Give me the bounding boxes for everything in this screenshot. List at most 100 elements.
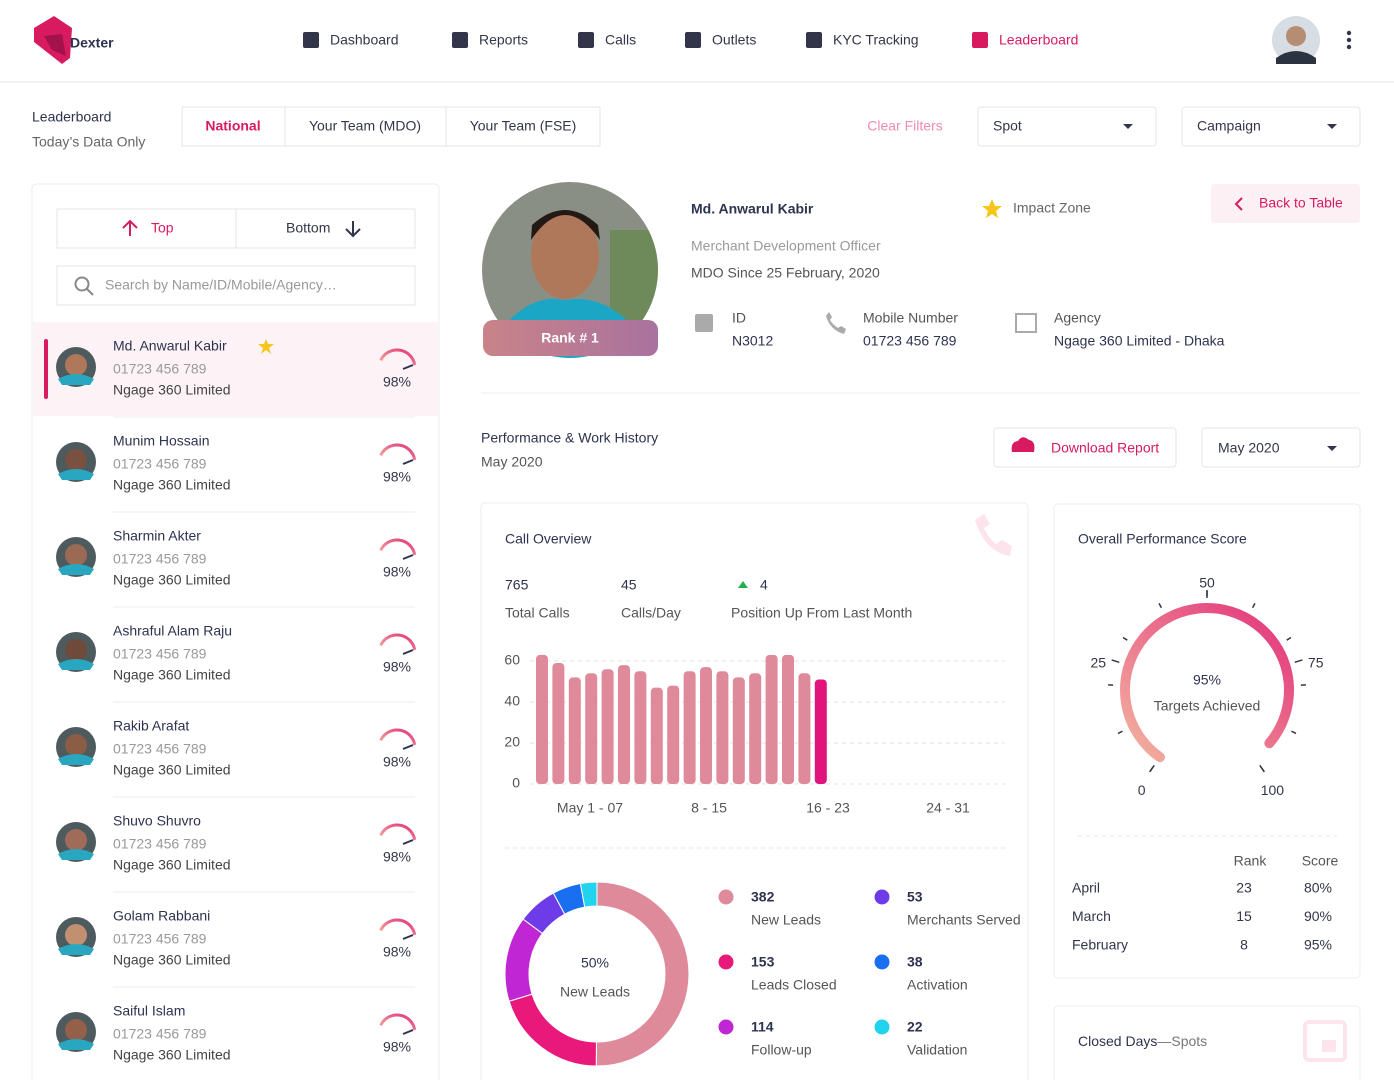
star-icon <box>258 339 274 354</box>
history-header: Rank <box>1234 853 1268 869</box>
legend-dot <box>718 954 734 970</box>
nav-item[interactable]: Dashboard <box>330 32 399 48</box>
star-icon <box>982 199 1002 218</box>
nav-item[interactable]: Outlets <box>712 32 756 48</box>
person-score: 98% <box>383 564 411 580</box>
mini-gauge-needle <box>402 364 414 370</box>
gauge-tick <box>1149 764 1155 773</box>
leaderboard-row[interactable]: Shuvo Shuvro 01723 456 789 Ngage 360 Limit… <box>56 796 417 873</box>
person-name: Rakib Arafat <box>113 718 189 734</box>
person-agency: Ngage 360 Limited <box>113 667 231 683</box>
person-agency: Ngage 360 Limited <box>113 572 231 588</box>
row-highlight <box>33 322 438 416</box>
y-tick-label: 0 <box>512 775 520 791</box>
up-arrow-icon <box>738 581 748 588</box>
rank-text: Rank # 1 <box>541 330 599 346</box>
search-box[interactable] <box>56 265 416 306</box>
download-label: Download Report <box>1051 440 1159 456</box>
nav-icon <box>685 32 701 48</box>
avatar-body <box>58 849 94 860</box>
caret-icon <box>1327 446 1337 451</box>
bar <box>814 679 827 784</box>
history-score: 90% <box>1304 908 1332 924</box>
avatar-face <box>65 734 87 756</box>
tab[interactable]: Your Team (MDO) <box>309 118 421 134</box>
filter-dropdown[interactable] <box>1181 106 1361 147</box>
person-agency: Ngage 360 Limited <box>113 382 231 398</box>
field-value: N3012 <box>732 333 773 349</box>
history-month: April <box>1072 880 1100 896</box>
leaderboard-row[interactable]: Munim Hossain 01723 456 789 Ngage 360 Limi… <box>56 416 417 493</box>
legend-label: Follow-up <box>751 1042 812 1058</box>
row-indicator <box>44 339 48 399</box>
profile-since: MDO Since 25 February, 2020 <box>691 265 880 281</box>
nav-item[interactable]: Reports <box>479 32 528 48</box>
avatar-face <box>65 1019 87 1041</box>
more-menu[interactable] <box>1346 30 1352 50</box>
filter-dropdown[interactable] <box>977 106 1157 147</box>
field-label: ID <box>732 310 746 326</box>
mini-gauge-needle <box>402 744 414 750</box>
arrow-up-icon <box>122 219 138 236</box>
nav-item[interactable]: Leaderboard <box>999 32 1078 48</box>
stat-value: 45 <box>621 577 637 593</box>
y-tick-label: 20 <box>504 734 520 750</box>
nav-item[interactable]: KYC Tracking <box>833 32 919 48</box>
x-tick-label: 8 - 15 <box>691 800 727 816</box>
bar <box>749 673 762 784</box>
search-icon <box>74 276 90 292</box>
legend-value: 38 <box>907 954 923 970</box>
avatar-body <box>58 944 94 955</box>
person-name: Golam Rabbani <box>113 908 210 924</box>
person-mobile: 01723 456 789 <box>113 836 207 852</box>
person-score: 98% <box>383 1039 411 1055</box>
bar <box>732 677 745 784</box>
profile-role: Merchant Development Officer <box>691 238 881 254</box>
legend-value: 114 <box>751 1019 774 1035</box>
leaderboard-row[interactable]: Sharmin Akter 01723 456 789 Ngage 360 Limi… <box>56 511 417 588</box>
user-avatar-body <box>1276 51 1316 64</box>
leaderboard-list: Md. Anwarul Kabir 01723 456 789 Ngage 360 … <box>33 322 438 1063</box>
legend-label: Activation <box>907 977 968 993</box>
legend-value: 53 <box>907 889 923 905</box>
call-chart: 765 Total Calls 45 Calls/Day 4 Position Up Fr… <box>504 577 1021 1067</box>
call-overview-card <box>480 502 1029 1080</box>
sort-bottom[interactable]: Bottom <box>286 220 330 236</box>
legend-dot <box>874 889 890 905</box>
tab[interactable]: National <box>205 118 260 134</box>
filter-label: Spot <box>993 118 1022 134</box>
logo[interactable]: Dexter <box>70 35 114 51</box>
gauge-minor-tick <box>1291 730 1297 735</box>
tab[interactable]: Your Team (FSE) <box>470 118 577 134</box>
leaderboard-row[interactable]: Saiful Islam 01723 456 789 Ngage 360 Limit… <box>56 986 417 1063</box>
performance-score-card <box>1053 503 1361 979</box>
nav-item[interactable]: Calls <box>605 32 636 48</box>
clear-filters[interactable]: Clear Filters <box>867 118 942 134</box>
gauge-tick-label: 100 <box>1261 782 1285 798</box>
gauge-tick-label: 25 <box>1090 654 1106 670</box>
person-score: 98% <box>383 754 411 770</box>
nav-icon <box>452 32 468 48</box>
sort-top[interactable]: Top <box>151 220 174 236</box>
leaderboard-row[interactable]: Golam Rabbani 01723 456 789 Ngage 360 Limi… <box>56 891 417 968</box>
leaderboard-row[interactable]: Ashraful Alam Raju 01723 456 789 Ngage 360… <box>56 606 417 683</box>
legend-value: 153 <box>751 954 775 970</box>
stat-label: Position Up From Last Month <box>731 605 912 621</box>
avatar-body <box>58 374 94 385</box>
person-score: 98% <box>383 374 411 390</box>
chevron-left-icon <box>1234 197 1243 211</box>
closed-days-subtitle: —Spots <box>1157 1033 1207 1049</box>
page-subtitle: Today’s Data Only <box>32 134 145 150</box>
mini-gauge <box>379 1013 417 1031</box>
legend-value: 22 <box>907 1019 923 1035</box>
back-button[interactable] <box>1211 184 1360 223</box>
gauge: 0 25 50 75 100 95% Targets Achieved Rank Score Ap… <box>1072 575 1338 953</box>
month-dropdown[interactable] <box>1201 427 1361 468</box>
leaderboard-row[interactable]: Md. Anwarul Kabir 01723 456 789 Ngage 360 … <box>33 322 438 416</box>
person-name: Saiful Islam <box>113 1003 185 1019</box>
gauge-tick <box>1294 659 1303 664</box>
avatar-face <box>65 829 87 851</box>
download-button[interactable] <box>993 427 1177 468</box>
leaderboard-row[interactable]: Rakib Arafat 01723 456 789 Ngage 360 Limit… <box>56 701 417 778</box>
